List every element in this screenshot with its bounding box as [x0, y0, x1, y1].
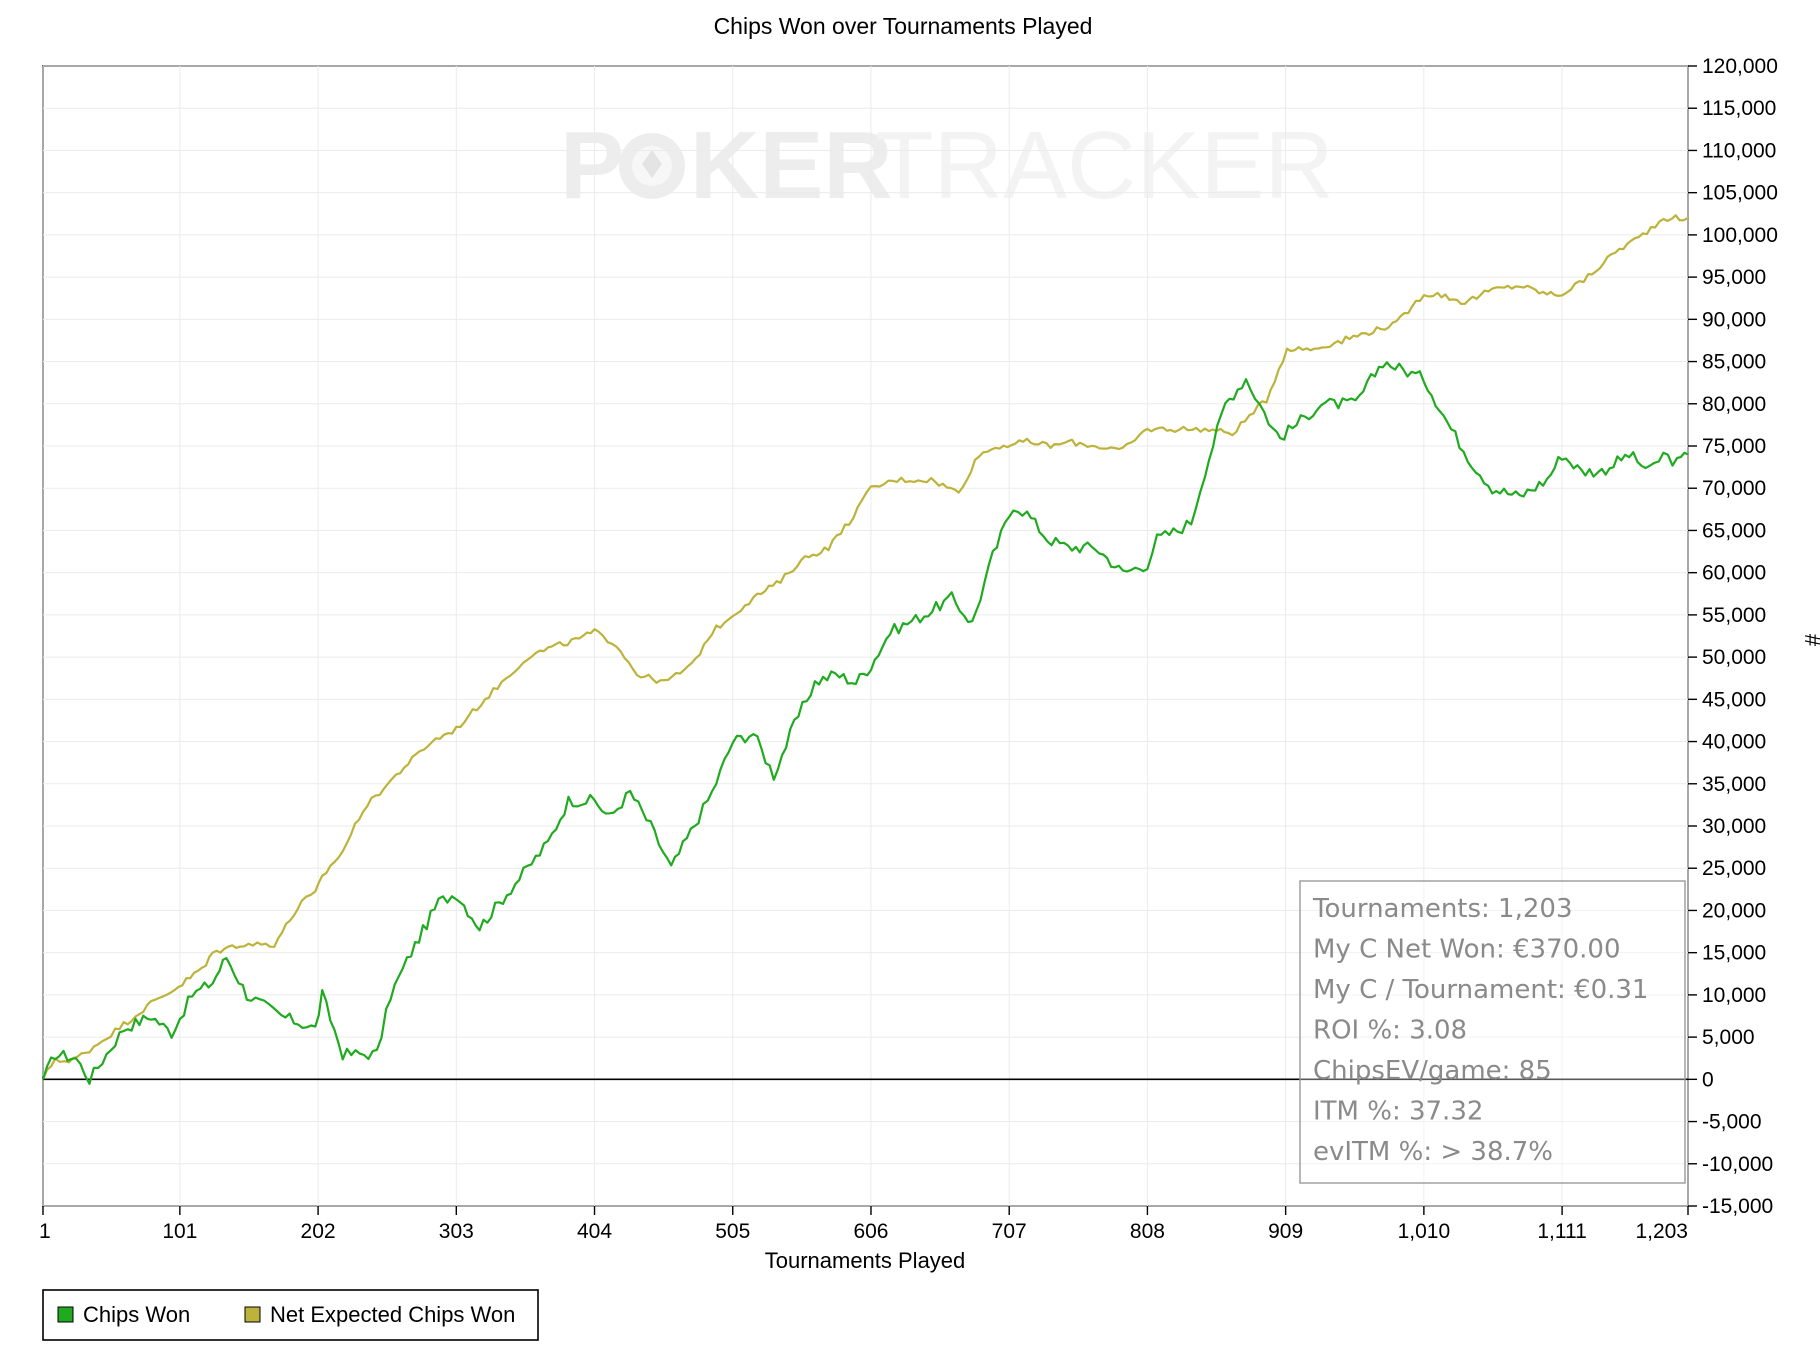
x-tick-label: 1,203 — [1635, 1220, 1688, 1243]
plot-area — [42, 65, 1689, 1207]
y-tick-label: 20,000 — [1702, 899, 1766, 922]
x-tick-label: 1,010 — [1398, 1220, 1451, 1243]
x-tick-label: 1,111 — [1537, 1220, 1586, 1243]
legend-label-net-expected: Net Expected Chips Won — [270, 1302, 515, 1327]
x-tick-label: 1 — [39, 1220, 51, 1243]
legend-frame — [42, 1289, 539, 1341]
chart-title: Chips Won over Tournaments Played — [714, 13, 1093, 39]
stats-line: evITM %: > 38.7% — [1313, 1137, 1553, 1167]
y-tick-label: 110,000 — [1702, 139, 1776, 162]
stats-line: ChipsEV/game: 85 — [1313, 1056, 1552, 1086]
stats-line: ROI %: 3.08 — [1313, 1016, 1467, 1046]
y-tick-label: 90,000 — [1702, 308, 1766, 331]
y-tick-label: -5,000 — [1702, 1111, 1762, 1134]
stats-line: ITM %: 37.32 — [1313, 1097, 1483, 1127]
legend-swatch-chips-won — [57, 1306, 74, 1323]
x-axis: 1 101 202 303 404 505 606 707 808 909 1,010 1,111 1,… — [39, 1206, 1689, 1243]
y-tick-label: 35,000 — [1702, 773, 1766, 796]
y-tick-label: 65,000 — [1702, 519, 1766, 542]
y-tick-label: 95,000 — [1702, 266, 1766, 289]
poker-chip-icon — [619, 133, 685, 199]
y-tick-label: 105,000 — [1702, 182, 1778, 205]
y-tick-label: 40,000 — [1702, 731, 1766, 754]
y-tick-label: 85,000 — [1702, 351, 1766, 374]
y-tick-label: 15,000 — [1702, 942, 1766, 965]
y-tick-label: 45,000 — [1702, 688, 1766, 711]
stats-line: My C / Tournament: €0.31 — [1313, 975, 1648, 1005]
y-tick-label: 0 — [1702, 1068, 1714, 1091]
y-tick-label: 115,000 — [1702, 97, 1776, 120]
net-expected-chips-won-line — [41, 214, 1689, 1080]
pokertracker-watermark: P KER TRACKER — [560, 112, 1334, 219]
watermark-ker: KER — [690, 112, 893, 219]
x-tick-label: 202 — [301, 1220, 336, 1243]
y-tick-label: 70,000 — [1702, 477, 1766, 500]
stats-box-frame — [1299, 880, 1686, 1184]
y-axis: -15,000 -10,000 -5,000 0 5,000 10,000 15,000 20… — [1688, 55, 1778, 1218]
stats-line: My C Net Won: €370.00 — [1313, 935, 1621, 965]
x-tick-label: 303 — [439, 1220, 474, 1243]
y-tick-label: -15,000 — [1702, 1195, 1773, 1218]
y-tick-label: 60,000 — [1702, 562, 1766, 585]
legend-label-chips-won: Chips Won — [83, 1302, 190, 1327]
y-tick-label: 100,000 — [1702, 224, 1778, 247]
x-tick-label: 505 — [715, 1220, 750, 1243]
watermark-tracker: TRACKER — [875, 112, 1334, 219]
y-tick-label: 120,000 — [1702, 55, 1778, 78]
y-tick-label: 50,000 — [1702, 646, 1766, 669]
x-tick-label: 404 — [577, 1220, 612, 1243]
y-tick-label: -10,000 — [1702, 1153, 1773, 1176]
y-tick-label: 75,000 — [1702, 435, 1766, 458]
y-tick-label: 5,000 — [1702, 1026, 1755, 1049]
y-tick-label: 25,000 — [1702, 857, 1766, 880]
legend-swatch-net-expected — [244, 1306, 261, 1323]
y-tick-label: 80,000 — [1702, 393, 1766, 416]
series-lines — [41, 214, 1689, 1085]
x-tick-label: 808 — [1130, 1220, 1165, 1243]
legend: Chips Won Net Expected Chips Won — [42, 1289, 539, 1341]
gridlines — [42, 65, 1689, 1207]
stats-box: Tournaments: 1,203 My C Net Won: €370.00 M… — [1299, 880, 1686, 1184]
x-tick-label: 101 — [162, 1220, 197, 1243]
watermark-letter-p: P — [560, 112, 624, 219]
x-tick-label: 707 — [992, 1220, 1027, 1243]
x-tick-label: 909 — [1268, 1220, 1303, 1243]
y-tick-label: 30,000 — [1702, 815, 1766, 838]
y-tick-label: 55,000 — [1702, 604, 1766, 627]
x-tick-label: 606 — [853, 1220, 888, 1243]
stats-line: Tournaments: 1,203 — [1312, 894, 1573, 924]
x-axis-label: Tournaments Played — [765, 1248, 966, 1273]
y-tick-label: 10,000 — [1702, 984, 1766, 1007]
chips-won-line — [41, 361, 1689, 1085]
y-axis-label: # — [1800, 634, 1820, 647]
